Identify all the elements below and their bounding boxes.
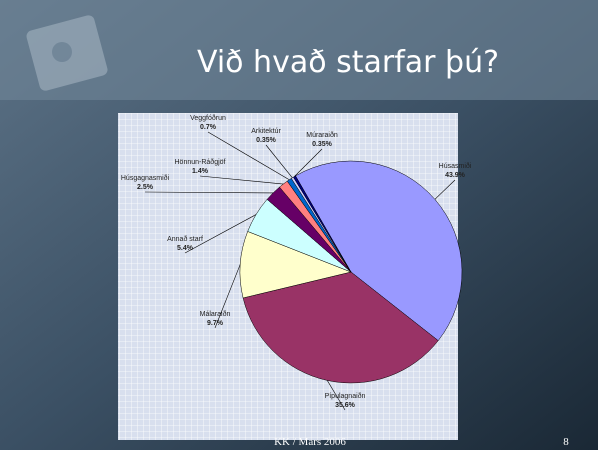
slice-value-label: 9.7%: [207, 320, 224, 327]
slice-label: Múraraiðn: [306, 131, 338, 139]
slice-value-label: 1.4%: [192, 168, 209, 175]
slice-value-label: 0.7%: [200, 124, 217, 131]
slice-value-label: 35.6%: [335, 402, 356, 409]
slice-value-label: 2.5%: [137, 184, 154, 191]
page-number: 8: [563, 436, 569, 448]
slice-value-label: 5.4%: [177, 245, 194, 252]
slice-value-label: 0.35%: [312, 141, 333, 148]
slice-label: Arkitektúr: [251, 128, 281, 135]
footer: KK / Mars 2006: [274, 436, 346, 448]
slice-value-label: 0.35%: [256, 137, 277, 144]
slice-label: Málaraiðn: [200, 310, 231, 318]
slice-label: Húsgagnasmiði: [121, 174, 170, 182]
slice-value-label: 43.9%: [445, 172, 466, 179]
slide-title: Við hvað starfar þú?: [197, 45, 499, 80]
slice-label: Veggfóðrun: [190, 114, 226, 122]
slide: Við hvað starfar þú? KK / Mars 2006 8 Hú…: [0, 0, 598, 450]
slice-label: Hönnun-Ráðgjöf: [175, 158, 226, 166]
slice-label: Pípulagnaiðn: [325, 392, 366, 400]
slice-label: Húsasmiði: [439, 162, 472, 170]
slice-label: Annað starf: [167, 235, 203, 243]
page: Við hvað starfar þú? KK / Mars 2006 8 Hú…: [0, 0, 598, 450]
